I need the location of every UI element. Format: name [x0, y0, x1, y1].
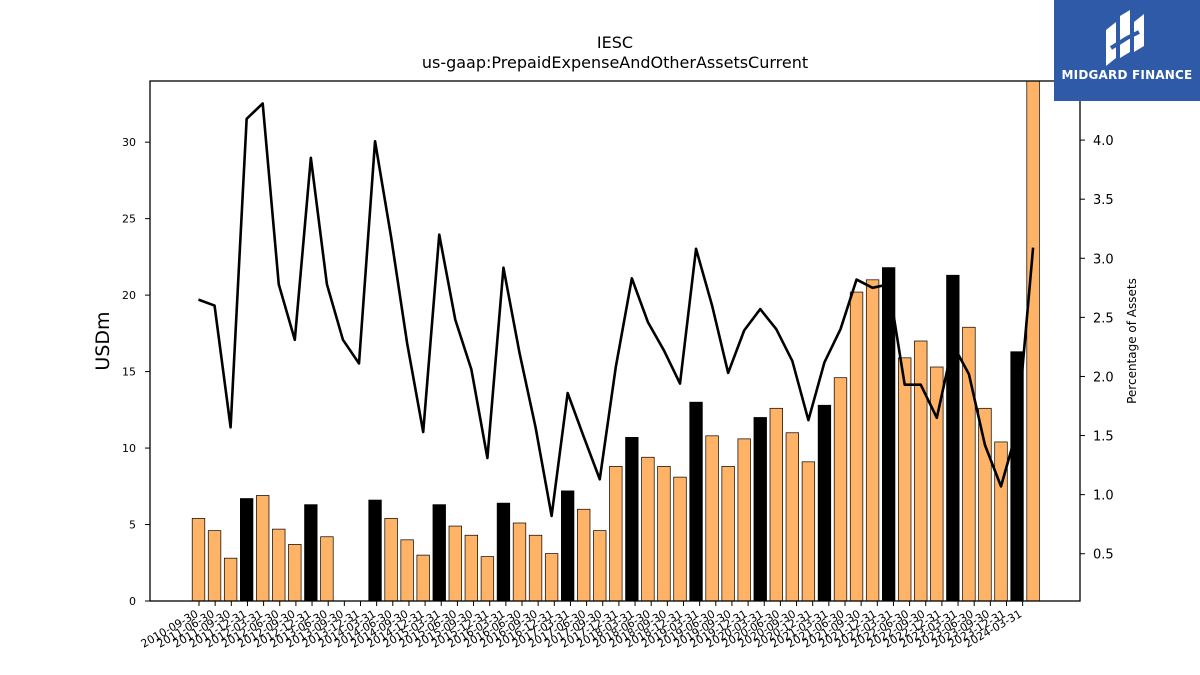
bar [496, 502, 511, 602]
bar [705, 435, 719, 602]
chart-title: IESC [596, 33, 634, 52]
bar [288, 544, 302, 602]
y2-tick-label: 2.5 [1093, 311, 1114, 326]
bar [464, 534, 478, 602]
y2-tick-label: 4.0 [1093, 134, 1114, 149]
bar [609, 466, 623, 602]
bar [400, 539, 414, 602]
y2-tick-label: 0.5 [1093, 548, 1114, 563]
bar [256, 495, 270, 602]
bar [384, 518, 398, 602]
bar [994, 441, 1008, 602]
bar [544, 553, 559, 602]
bar [673, 476, 687, 602]
y2-tick-label: 3.5 [1093, 193, 1114, 208]
y2-axis-label: Percentage of Assets [1125, 278, 1139, 404]
y-tick-label: 10 [122, 442, 136, 455]
bar [801, 461, 816, 602]
bar [416, 554, 430, 602]
bar [223, 557, 238, 602]
bar [946, 274, 960, 602]
chart-subtitle: us-gaap:PrepaidExpenseAndOtherAssetsCurr… [421, 53, 809, 72]
bar [898, 357, 912, 602]
bar [272, 528, 286, 602]
bar [577, 508, 591, 602]
percentage-line [198, 102, 1035, 518]
y2-tick-label: 1.5 [1093, 430, 1114, 445]
y-tick-label: 0 [129, 595, 136, 608]
y2-tick-label: 2.0 [1093, 370, 1114, 385]
y2-tick-label: 3.0 [1093, 252, 1114, 267]
y-tick-label: 30 [122, 136, 136, 149]
logo-text: MIDGARD FINANCE [1061, 68, 1193, 82]
bar [560, 490, 575, 602]
brand-logo: MIDGARD FINANCE [1054, 0, 1200, 101]
midgard-logo-mark-icon [1106, 10, 1144, 66]
bar [753, 417, 767, 602]
bar [320, 536, 334, 602]
y2-tick-label: 1.0 [1093, 489, 1114, 504]
bar [448, 525, 462, 602]
y-tick-label: 15 [122, 366, 136, 379]
bar [207, 530, 222, 602]
bar [785, 432, 799, 602]
bar [625, 437, 639, 602]
bar [528, 534, 543, 602]
bar [737, 438, 751, 602]
y-tick-label: 20 [122, 289, 136, 302]
bar [240, 498, 254, 602]
bar [721, 466, 735, 602]
y-tick-label: 5 [129, 519, 136, 532]
bar [657, 466, 671, 602]
bar [978, 407, 992, 602]
y-axis-label: USDm [92, 311, 114, 370]
bar [833, 377, 848, 602]
bar [432, 504, 446, 602]
bar [593, 530, 607, 602]
bar [368, 499, 382, 602]
bar [689, 401, 703, 602]
plot-frame [149, 80, 1081, 602]
bar [512, 522, 527, 602]
bar [304, 504, 318, 602]
bar [849, 291, 864, 602]
bar [1026, 80, 1040, 602]
bar [865, 279, 880, 602]
bar [914, 340, 928, 602]
bar [191, 518, 206, 602]
bar [769, 407, 783, 602]
y-tick-label: 25 [122, 213, 136, 226]
bar [480, 556, 495, 602]
bar [817, 404, 832, 602]
bar [641, 456, 655, 602]
